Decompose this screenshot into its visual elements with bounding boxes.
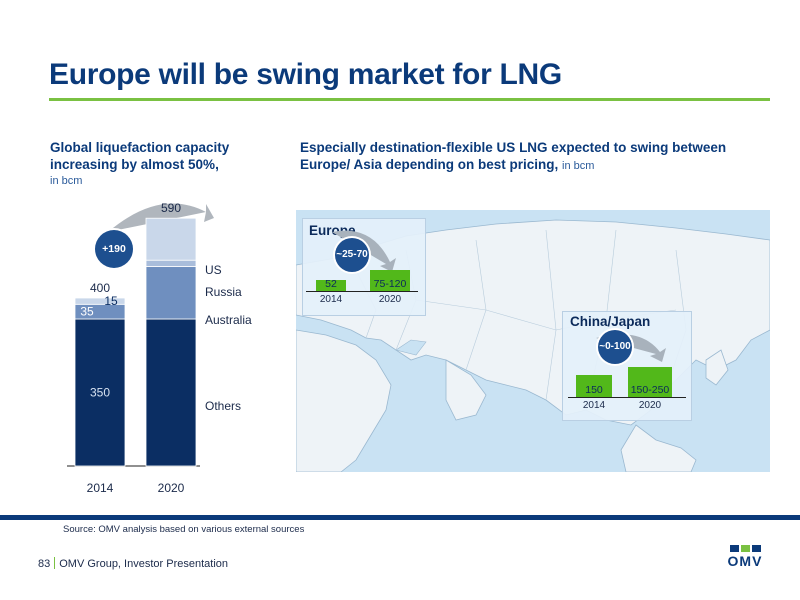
legend-us: US (205, 263, 222, 277)
mini-value-label: 75-120 (373, 278, 407, 290)
europe-swing-bubble: ~25-70 (335, 238, 369, 272)
bar-others-2014 (74, 318, 126, 467)
left-heading: Global liquefaction capacity increasing … (50, 139, 290, 190)
china-japan-inset: China/Japan (562, 311, 692, 421)
mini-value-label: 150-250 (630, 384, 670, 396)
japan-landmass (705, 349, 729, 386)
page-number: 83 (38, 558, 51, 570)
mini-bar-2014 (316, 279, 346, 291)
mini-year-label: 2020 (638, 400, 662, 411)
caspian-sea (395, 339, 427, 356)
logo-text: OMV (727, 553, 763, 569)
left-unit: in bcm (50, 175, 83, 187)
china-japan-inset-title: China/Japan (570, 314, 651, 329)
omv-logo: OMV (720, 545, 770, 569)
delta-bubble: +190 (95, 230, 133, 268)
legend-australia: Australia (205, 313, 252, 327)
bottom-band (0, 515, 800, 520)
southeast-asia-landmass (620, 424, 697, 472)
mini-bar-2020 (370, 269, 410, 291)
footer: 83 OMV Group, Investor Presentation (38, 557, 228, 570)
bar-value-label: 350 (90, 386, 110, 400)
growth-arrow (108, 203, 214, 232)
mini-bar-2020 (628, 367, 672, 397)
source-note: Source: OMV analysis based on various ex… (63, 524, 305, 535)
x-tick-label: 2020 (158, 481, 185, 495)
bar-us-2014 (74, 297, 126, 305)
africa-landmass (296, 329, 392, 472)
europe-inset-title: Europe (309, 223, 356, 238)
title-rule (49, 98, 770, 101)
mini-baseline (306, 291, 418, 292)
bar-value-label: 15 (104, 294, 118, 308)
india-landmass (445, 359, 487, 421)
mini-value-label: 150 (585, 384, 603, 396)
x-tick-label: 2014 (87, 481, 114, 495)
footer-text: OMV Group, Investor Presentation (59, 558, 228, 570)
bar-total-label: 590 (161, 201, 181, 215)
footer-separator (54, 557, 56, 569)
left-heading-text: Global liquefaction capacity increasing … (50, 140, 230, 172)
bar-russia-2020 (145, 259, 197, 267)
right-heading: Especially destination-flexible US LNG e… (300, 139, 770, 175)
bar-total-label: 400 (90, 281, 110, 295)
mini-year-label: 2014 (319, 294, 343, 305)
mini-value-label: 52 (325, 278, 337, 290)
page-title: Europe will be swing market for LNG (49, 58, 562, 91)
bar-value-label: 35 (80, 305, 94, 319)
bar-us-2020 (145, 217, 197, 261)
legend-others: Others (205, 399, 241, 413)
right-unit: in bcm (562, 160, 595, 172)
bar-others-2020 (145, 318, 197, 467)
mini-baseline (568, 397, 686, 398)
logo-mark (720, 545, 770, 552)
bar-australia-2020 (145, 266, 197, 320)
mini-year-label: 2014 (582, 400, 606, 411)
legend-russia: Russia (205, 285, 242, 299)
right-heading-text: Especially destination-flexible US LNG e… (300, 140, 727, 172)
mini-bar-2014 (576, 374, 612, 397)
mini-year-label: 2020 (378, 294, 402, 305)
china-japan-swing-bubble: ~0-100 (598, 330, 632, 364)
